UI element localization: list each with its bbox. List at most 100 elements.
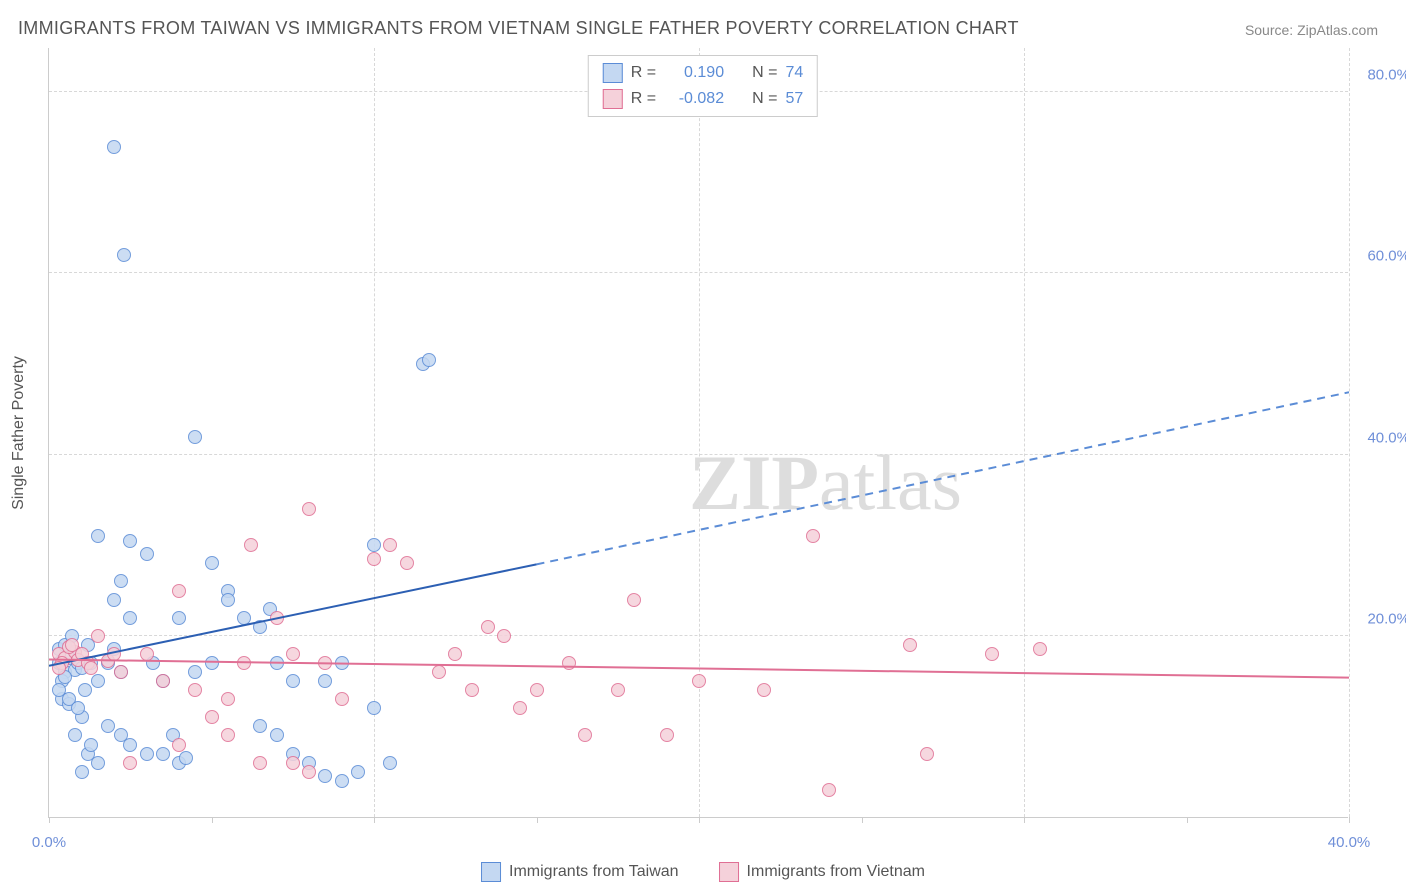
point-vietnam: [114, 665, 128, 679]
point-vietnam: [318, 656, 332, 670]
point-vietnam: [562, 656, 576, 670]
point-vietnam: [302, 765, 316, 779]
point-vietnam: [757, 683, 771, 697]
point-vietnam: [270, 611, 284, 625]
point-taiwan: [318, 769, 332, 783]
n-value-1: 57: [785, 86, 803, 112]
y-tick-label: 40.0%: [1367, 429, 1406, 446]
gridline-v: [1349, 48, 1350, 817]
point-taiwan: [107, 140, 121, 154]
x-tick-label: 0.0%: [32, 834, 66, 851]
legend: Immigrants from Taiwan Immigrants from V…: [481, 862, 925, 882]
point-vietnam: [91, 629, 105, 643]
stats-box: R = 0.190 N = 74 R = -0.082 N = 57: [588, 55, 818, 117]
point-taiwan: [91, 756, 105, 770]
point-vietnam: [806, 529, 820, 543]
point-vietnam: [140, 647, 154, 661]
n-value-0: 74: [785, 60, 803, 86]
swatch-vietnam: [603, 89, 623, 109]
point-taiwan: [383, 756, 397, 770]
point-taiwan: [188, 430, 202, 444]
point-taiwan: [237, 611, 251, 625]
point-taiwan: [179, 751, 193, 765]
point-taiwan: [123, 738, 137, 752]
trendline-dashed: [537, 392, 1350, 564]
point-vietnam: [903, 638, 917, 652]
point-vietnam: [383, 538, 397, 552]
point-taiwan: [114, 574, 128, 588]
point-taiwan: [270, 728, 284, 742]
point-taiwan: [205, 556, 219, 570]
point-taiwan: [140, 747, 154, 761]
point-taiwan: [91, 529, 105, 543]
r-value-1: -0.082: [664, 86, 724, 112]
x-tick-mark: [49, 817, 50, 823]
point-taiwan: [140, 547, 154, 561]
point-vietnam: [237, 656, 251, 670]
point-vietnam: [107, 647, 121, 661]
point-vietnam: [481, 620, 495, 634]
point-taiwan: [123, 534, 137, 548]
swatch-taiwan: [603, 63, 623, 83]
point-vietnam: [172, 738, 186, 752]
point-taiwan: [351, 765, 365, 779]
r-label: R =: [631, 86, 656, 112]
point-vietnam: [221, 692, 235, 706]
x-tick-mark: [1024, 817, 1025, 823]
r-label: R =: [631, 60, 656, 86]
legend-label-0: Immigrants from Taiwan: [509, 863, 679, 881]
point-vietnam: [578, 728, 592, 742]
point-vietnam: [513, 701, 527, 715]
point-vietnam: [1033, 642, 1047, 656]
point-taiwan: [335, 774, 349, 788]
point-vietnam: [692, 674, 706, 688]
point-taiwan: [71, 701, 85, 715]
point-vietnam: [367, 552, 381, 566]
y-tick-label: 20.0%: [1367, 610, 1406, 627]
point-vietnam: [822, 783, 836, 797]
point-vietnam: [244, 538, 258, 552]
stats-row-1: R = -0.082 N = 57: [603, 86, 803, 112]
point-vietnam: [920, 747, 934, 761]
point-vietnam: [465, 683, 479, 697]
point-vietnam: [400, 556, 414, 570]
point-vietnam: [221, 728, 235, 742]
point-vietnam: [432, 665, 446, 679]
point-taiwan: [335, 656, 349, 670]
point-vietnam: [253, 756, 267, 770]
point-taiwan: [367, 538, 381, 552]
point-taiwan: [78, 683, 92, 697]
r-value-0: 0.190: [664, 60, 724, 86]
legend-swatch-vietnam: [719, 862, 739, 882]
point-vietnam: [497, 629, 511, 643]
chart-title: IMMIGRANTS FROM TAIWAN VS IMMIGRANTS FRO…: [18, 18, 1019, 39]
n-label: N =: [752, 60, 777, 86]
point-vietnam: [627, 593, 641, 607]
point-taiwan: [172, 611, 186, 625]
y-axis-label: Single Father Poverty: [10, 356, 28, 510]
watermark-rest: atlas: [819, 439, 962, 526]
point-taiwan: [188, 665, 202, 679]
n-label: N =: [752, 86, 777, 112]
point-taiwan: [221, 593, 235, 607]
point-taiwan: [205, 656, 219, 670]
x-tick-mark: [537, 817, 538, 823]
point-taiwan: [117, 248, 131, 262]
legend-item-vietnam: Immigrants from Vietnam: [719, 862, 925, 882]
point-vietnam: [123, 756, 137, 770]
legend-item-taiwan: Immigrants from Taiwan: [481, 862, 679, 882]
chart-plot-area: Single Father Poverty ZIPatlas 20.0%40.0…: [48, 48, 1348, 818]
y-tick-label: 60.0%: [1367, 248, 1406, 265]
gridline-v: [1024, 48, 1025, 817]
x-tick-mark: [1187, 817, 1188, 823]
legend-swatch-taiwan: [481, 862, 501, 882]
point-taiwan: [422, 353, 436, 367]
point-taiwan: [286, 674, 300, 688]
point-vietnam: [286, 647, 300, 661]
x-tick-mark: [374, 817, 375, 823]
x-tick-label: 40.0%: [1328, 834, 1371, 851]
x-tick-mark: [1349, 817, 1350, 823]
point-taiwan: [107, 593, 121, 607]
point-taiwan: [318, 674, 332, 688]
point-taiwan: [84, 738, 98, 752]
